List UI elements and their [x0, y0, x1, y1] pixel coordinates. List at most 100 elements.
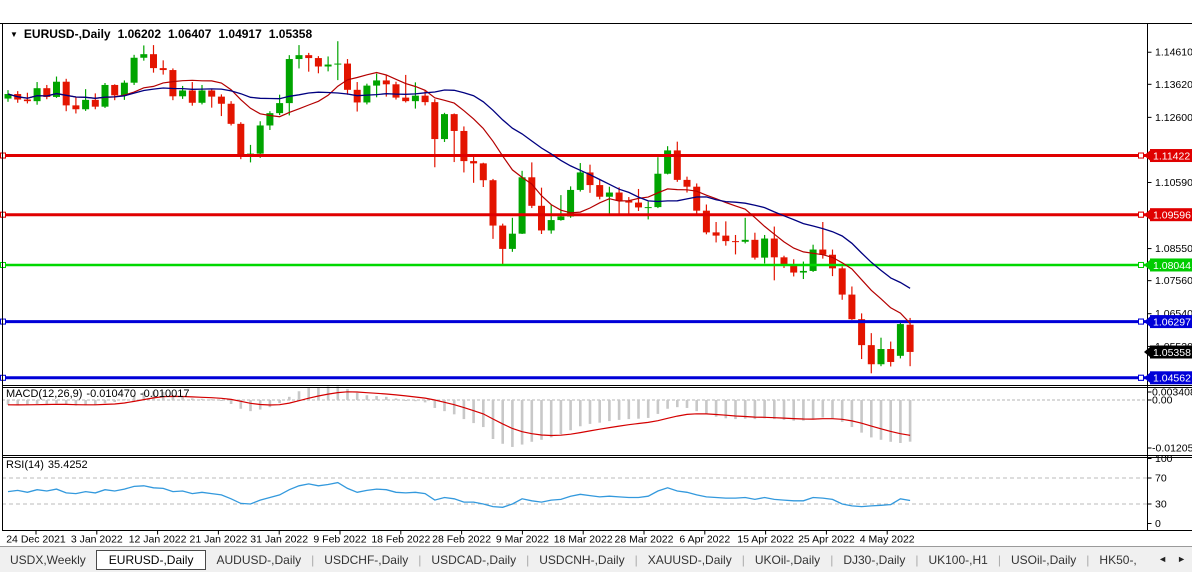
candle-body [877, 349, 885, 365]
macd-bar [181, 396, 184, 400]
candle-body [82, 99, 90, 110]
line-handle[interactable] [1138, 374, 1144, 381]
candle-body [605, 192, 613, 197]
candle-body [33, 88, 41, 102]
tab-usoil-daily[interactable]: USOil-,Daily [1010, 552, 1077, 567]
candle-body [673, 150, 681, 180]
macd-bar [84, 400, 87, 406]
tab-scroll-left-button[interactable]: ◄ [1158, 553, 1168, 564]
candle-body [683, 179, 691, 187]
candle-body [538, 205, 545, 231]
macd-bar [714, 400, 718, 417]
macd-bar [123, 399, 126, 401]
chart-canvas[interactable]: 1.14610 1.13620 1.12600 1.10590 1.08550 1.075… [0, 0, 1192, 546]
candle-body [450, 114, 458, 131]
candle-body [702, 210, 710, 233]
tab-usdcnh-daily[interactable]: USDCNH-,Daily [539, 552, 625, 567]
price-badge-label: 1.11422 [1153, 150, 1190, 162]
tab-hk50[interactable]: HK50-, [1099, 552, 1137, 567]
tab-eurusd-daily[interactable]: EURUSD-,Daily [95, 549, 207, 570]
tab-xauusd-daily[interactable]: XAUUSD-,Daily [647, 552, 732, 567]
macd-bar [511, 400, 514, 447]
line-handle[interactable] [1138, 261, 1144, 268]
macd-bar [6, 400, 10, 405]
macd-bar [288, 396, 291, 400]
macd-bar [365, 395, 369, 400]
price-badge [1150, 149, 1192, 163]
price-badge-arrow [1144, 372, 1150, 383]
macd-bar [200, 398, 204, 400]
candle-body [508, 233, 516, 249]
macd-bar [423, 400, 427, 403]
tab-separator: | [997, 552, 1001, 567]
candle-body [867, 345, 875, 365]
price-badge [1150, 345, 1192, 359]
symbol-dropdown-icon[interactable]: ▼ [10, 30, 18, 39]
candle-body [140, 54, 148, 58]
line-handle[interactable] [1138, 152, 1144, 159]
tab-usdcad-daily[interactable]: USDCAD-,Daily [431, 552, 517, 567]
tab-audusd-daily[interactable]: AUDUSD-,Daily [216, 552, 302, 567]
candle-body [858, 319, 866, 346]
macd-bar [656, 400, 660, 414]
tab-separator: | [1086, 552, 1090, 567]
macd-bar [64, 400, 68, 405]
candle-body [314, 58, 322, 67]
candle-body [615, 192, 623, 201]
macd-bar [278, 400, 281, 404]
macd-signal-value: -0.010017 [139, 388, 190, 400]
macd-bar [113, 400, 116, 402]
x-axis-date: 18 Mar 2022 [554, 534, 613, 546]
candle-body [217, 96, 225, 104]
macd-bar [734, 400, 737, 420]
tab-uk100-h1[interactable]: UK100-,H1 [928, 552, 988, 567]
macd-bar [501, 400, 504, 444]
tab-scroll-right-button[interactable]: ► [1177, 553, 1186, 564]
x-axis-date: 9 Feb 2022 [313, 534, 366, 546]
macd-bar [404, 400, 407, 401]
price-badge-label: 1.06297 [1153, 316, 1191, 328]
tab-scroll-controls: ◄ ► [1148, 547, 1192, 570]
line-handle[interactable] [1138, 211, 1144, 218]
ma-fast-line [7, 71, 911, 324]
macd-bar [637, 400, 640, 419]
tab-usdx-weekly[interactable]: USDX,Weekly [10, 552, 86, 567]
x-axis-date: 18 Feb 2022 [371, 534, 430, 546]
price-badge-arrow [1144, 150, 1150, 161]
macd-bar [346, 388, 349, 400]
candle-body [411, 95, 419, 102]
candle-body [809, 249, 817, 271]
candle-body [799, 270, 807, 273]
price-badge [1150, 315, 1192, 329]
macd-name: MACD(12,26,9) [6, 388, 83, 400]
tab-separator: | [741, 552, 745, 567]
macd-bar [452, 400, 456, 415]
macd-bar [307, 388, 310, 400]
rsi-value: 35.4252 [47, 459, 88, 471]
rsi-scale-label: 0 [1155, 518, 1161, 530]
macd-bar [831, 400, 834, 419]
candle-body [596, 185, 604, 197]
x-axis-date: 24 Dec 2021 [6, 534, 66, 546]
x-axis-date: 25 Apr 2022 [798, 534, 855, 546]
candle-body [625, 200, 633, 203]
macd-bar [802, 400, 805, 421]
macd-bar [695, 400, 698, 412]
rsi-scale-label: 70 [1155, 473, 1167, 485]
macd-bar [297, 391, 301, 400]
line-handle[interactable] [1138, 318, 1144, 325]
tab-dj30-daily[interactable]: DJ30-,Daily [843, 552, 906, 567]
tab-ukoil-daily[interactable]: UKOil-,Daily [754, 552, 821, 567]
candle-body [120, 82, 128, 96]
x-axis-date: 4 May 2022 [860, 534, 915, 546]
candle-body [4, 94, 12, 99]
candle-body [741, 239, 749, 242]
macd-bar [249, 400, 252, 412]
y-axis-label: 1.10590 [1155, 177, 1192, 189]
x-axis-date: 21 Jan 2022 [189, 534, 247, 546]
macd-bar [579, 400, 582, 427]
tab-usdchf-daily[interactable]: USDCHF-,Daily [324, 552, 409, 567]
macd-signal-line [7, 391, 911, 437]
candle-body [72, 105, 80, 110]
y-axis-label: 1.13620 [1155, 79, 1192, 91]
